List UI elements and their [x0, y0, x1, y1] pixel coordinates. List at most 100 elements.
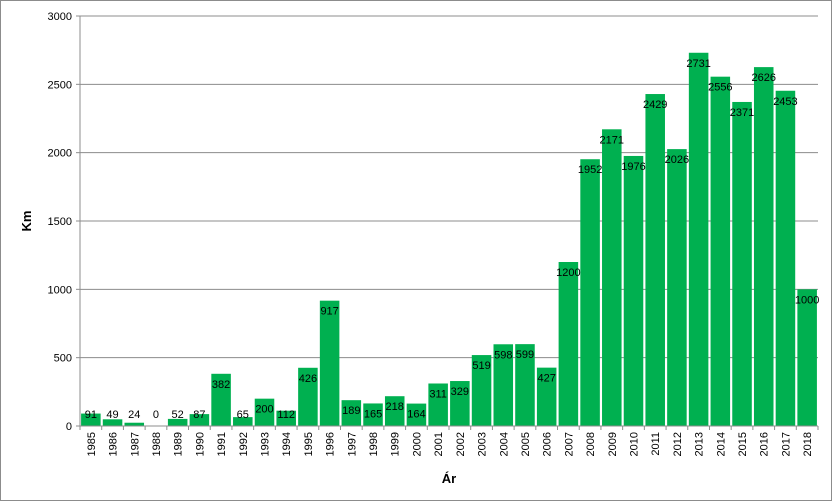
- x-tick-label: 1994: [281, 432, 293, 456]
- x-tick-label: 2003: [477, 432, 489, 456]
- data-label: 112: [277, 409, 295, 421]
- data-label: 218: [386, 401, 404, 413]
- x-tick-label: 1993: [260, 432, 272, 456]
- data-label: 164: [407, 409, 425, 421]
- x-tick-label: 1986: [108, 432, 120, 456]
- x-tick-label: 2010: [629, 432, 641, 456]
- data-label: 917: [320, 306, 338, 318]
- data-label: 200: [255, 404, 273, 416]
- bar: [189, 414, 210, 426]
- data-label: 24: [128, 409, 140, 421]
- data-label: 1000: [795, 294, 819, 306]
- x-tick-label: 2011: [650, 432, 662, 456]
- bar: [384, 396, 405, 426]
- x-tick-label: 1998: [368, 432, 380, 456]
- x-tick-label: 2006: [542, 432, 554, 456]
- data-label: 382: [212, 379, 230, 391]
- bar: [623, 155, 644, 427]
- bar: [298, 367, 318, 426]
- x-tick-label: 2007: [563, 432, 575, 456]
- gridlines: [80, 15, 818, 427]
- bar: [536, 367, 557, 426]
- bar: [645, 94, 665, 426]
- data-label: 65: [237, 409, 249, 421]
- bar: [580, 159, 600, 426]
- bar: [471, 355, 492, 426]
- data-label: 1952: [578, 164, 602, 176]
- data-label: 49: [106, 409, 118, 421]
- x-tick-label: 2013: [694, 432, 706, 456]
- y-tick-label: 2000: [48, 148, 72, 160]
- y-axis-title: Km: [19, 211, 34, 232]
- bar: [688, 52, 709, 426]
- x-tick-label: 1992: [238, 432, 250, 456]
- x-tick-label: 2018: [802, 432, 814, 456]
- x-tick-label: 2002: [455, 432, 467, 456]
- y-tick-label: 3000: [48, 11, 72, 23]
- bar: [254, 398, 275, 426]
- data-label: 2429: [643, 99, 667, 111]
- x-tick-label: 2008: [585, 432, 597, 456]
- x-tick-label: 2009: [607, 432, 619, 456]
- bar: [406, 403, 427, 426]
- y-tick-label: 1000: [48, 284, 72, 296]
- bar: [363, 403, 383, 426]
- data-label: 2731: [686, 58, 710, 70]
- bar: [797, 289, 817, 426]
- bar: [233, 417, 253, 426]
- data-label: 427: [537, 373, 555, 385]
- data-label: 519: [472, 360, 490, 372]
- bar: [732, 101, 752, 427]
- x-tick-label: 2017: [780, 432, 792, 456]
- x-tick-label: 1995: [303, 432, 315, 456]
- bar: [428, 383, 448, 426]
- bar: [276, 410, 296, 426]
- data-label: 329: [451, 386, 469, 398]
- data-label: 2171: [600, 134, 624, 146]
- data-label: 1200: [556, 267, 580, 279]
- y-tick-label: 1500: [48, 216, 72, 228]
- data-label: 165: [364, 408, 382, 420]
- data-label: 311: [429, 388, 447, 400]
- y-tick-label: 2500: [48, 79, 72, 91]
- x-tick-label: 1988: [151, 432, 163, 456]
- x-tick-label: 1996: [325, 432, 337, 456]
- data-label: 599: [516, 349, 534, 361]
- bar: [124, 422, 145, 426]
- data-label: 87: [193, 409, 205, 421]
- bar: [602, 129, 622, 426]
- x-tick-label: 2012: [672, 432, 684, 456]
- data-label: 0: [153, 409, 159, 421]
- bar: [450, 381, 470, 426]
- x-tick-label: 1990: [194, 432, 206, 456]
- x-tick-label: 2014: [715, 432, 727, 456]
- bar: [753, 67, 774, 426]
- x-tick-label: 2004: [498, 432, 510, 456]
- data-label: 598: [494, 349, 512, 361]
- x-tick-label: 2000: [411, 432, 423, 456]
- x-tick-label: 2016: [759, 432, 771, 456]
- bar: [775, 90, 796, 427]
- x-tick-label: 1991: [216, 432, 228, 456]
- data-label: 2626: [751, 72, 775, 84]
- x-tick-label: 2005: [520, 432, 532, 456]
- x-tick-label: 1987: [129, 432, 141, 456]
- y-tick-label: 0: [66, 421, 72, 433]
- bar: [341, 400, 362, 426]
- data-label: 2556: [708, 82, 732, 94]
- x-axis-title: Ár: [442, 471, 456, 486]
- bars: [81, 52, 817, 427]
- data-label: 426: [299, 373, 317, 385]
- x-tick-label: 1997: [346, 432, 358, 456]
- bar: [710, 76, 731, 427]
- x-tick-label: 2015: [737, 432, 749, 456]
- x-tick-label: 1989: [173, 432, 185, 456]
- bar: [167, 418, 188, 426]
- data-labels: 91 49 24 0 52 87 382 65 200 112 426 917 189 165 218164…: [85, 58, 820, 421]
- data-label: 189: [342, 405, 360, 417]
- bar: [558, 262, 579, 426]
- bar: [515, 344, 535, 426]
- bar: [81, 413, 101, 426]
